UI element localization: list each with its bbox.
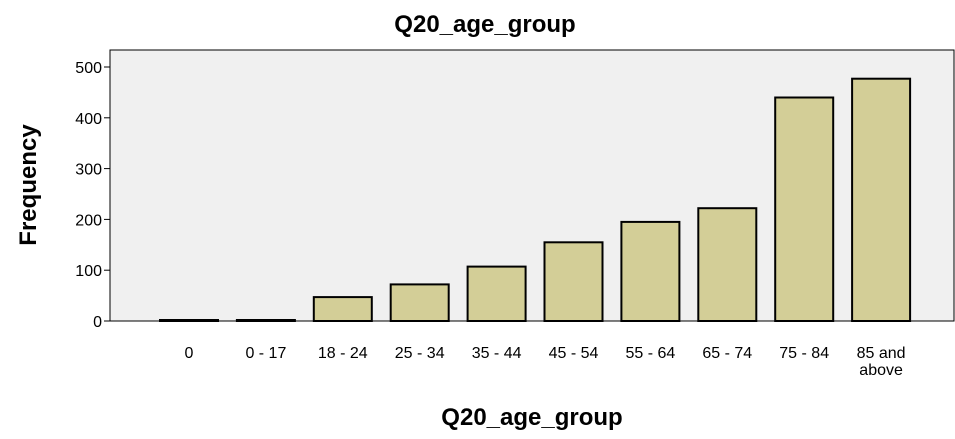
bar-5 [543, 241, 604, 322]
bar-6 [620, 220, 681, 322]
x-tick-label-6: 55 - 64 [625, 345, 675, 362]
x-tick-label-9: 85 and above [857, 345, 906, 379]
y-tick-label-2: 200 [75, 212, 102, 229]
bar-1 [235, 319, 296, 322]
y-tick-label-1: 100 [75, 263, 102, 280]
bar-3 [389, 283, 450, 322]
x-tick-label-4: 35 - 44 [472, 345, 522, 362]
x-axis-title: Q20_age_group [441, 404, 622, 431]
y-tick-label-3: 300 [75, 162, 102, 179]
x-tick-label-8: 75 - 84 [779, 345, 829, 362]
x-tick-label-3: 25 - 34 [395, 345, 445, 362]
bar-8 [774, 96, 835, 322]
y-tick-label-4: 400 [75, 111, 102, 128]
bar-0 [159, 319, 219, 322]
x-axis: 0 0 - 17 18 - 24 25 - 34 35 - 44 45 - 54 55 - … [185, 345, 906, 379]
y-axis-title: Frequency [15, 124, 42, 246]
y-tick-label-0: 0 [93, 314, 102, 331]
y-axis: 0 100 200 300 400 500 [75, 60, 110, 331]
x-tick-label-0: 0 [185, 345, 194, 362]
y-tick-label-5: 500 [75, 60, 102, 77]
x-tick-label-1: 0 - 17 [245, 345, 286, 362]
x-tick-label-5: 45 - 54 [549, 345, 599, 362]
bar-2 [312, 296, 373, 323]
bar-9 [851, 77, 912, 322]
x-tick-label-2: 18 - 24 [318, 345, 368, 362]
bars-group [159, 77, 912, 323]
bar-7 [697, 207, 758, 322]
x-tick-label-7: 65 - 74 [702, 345, 752, 362]
bar-4 [466, 265, 527, 323]
chart-title: Q20_age_group [394, 11, 575, 38]
